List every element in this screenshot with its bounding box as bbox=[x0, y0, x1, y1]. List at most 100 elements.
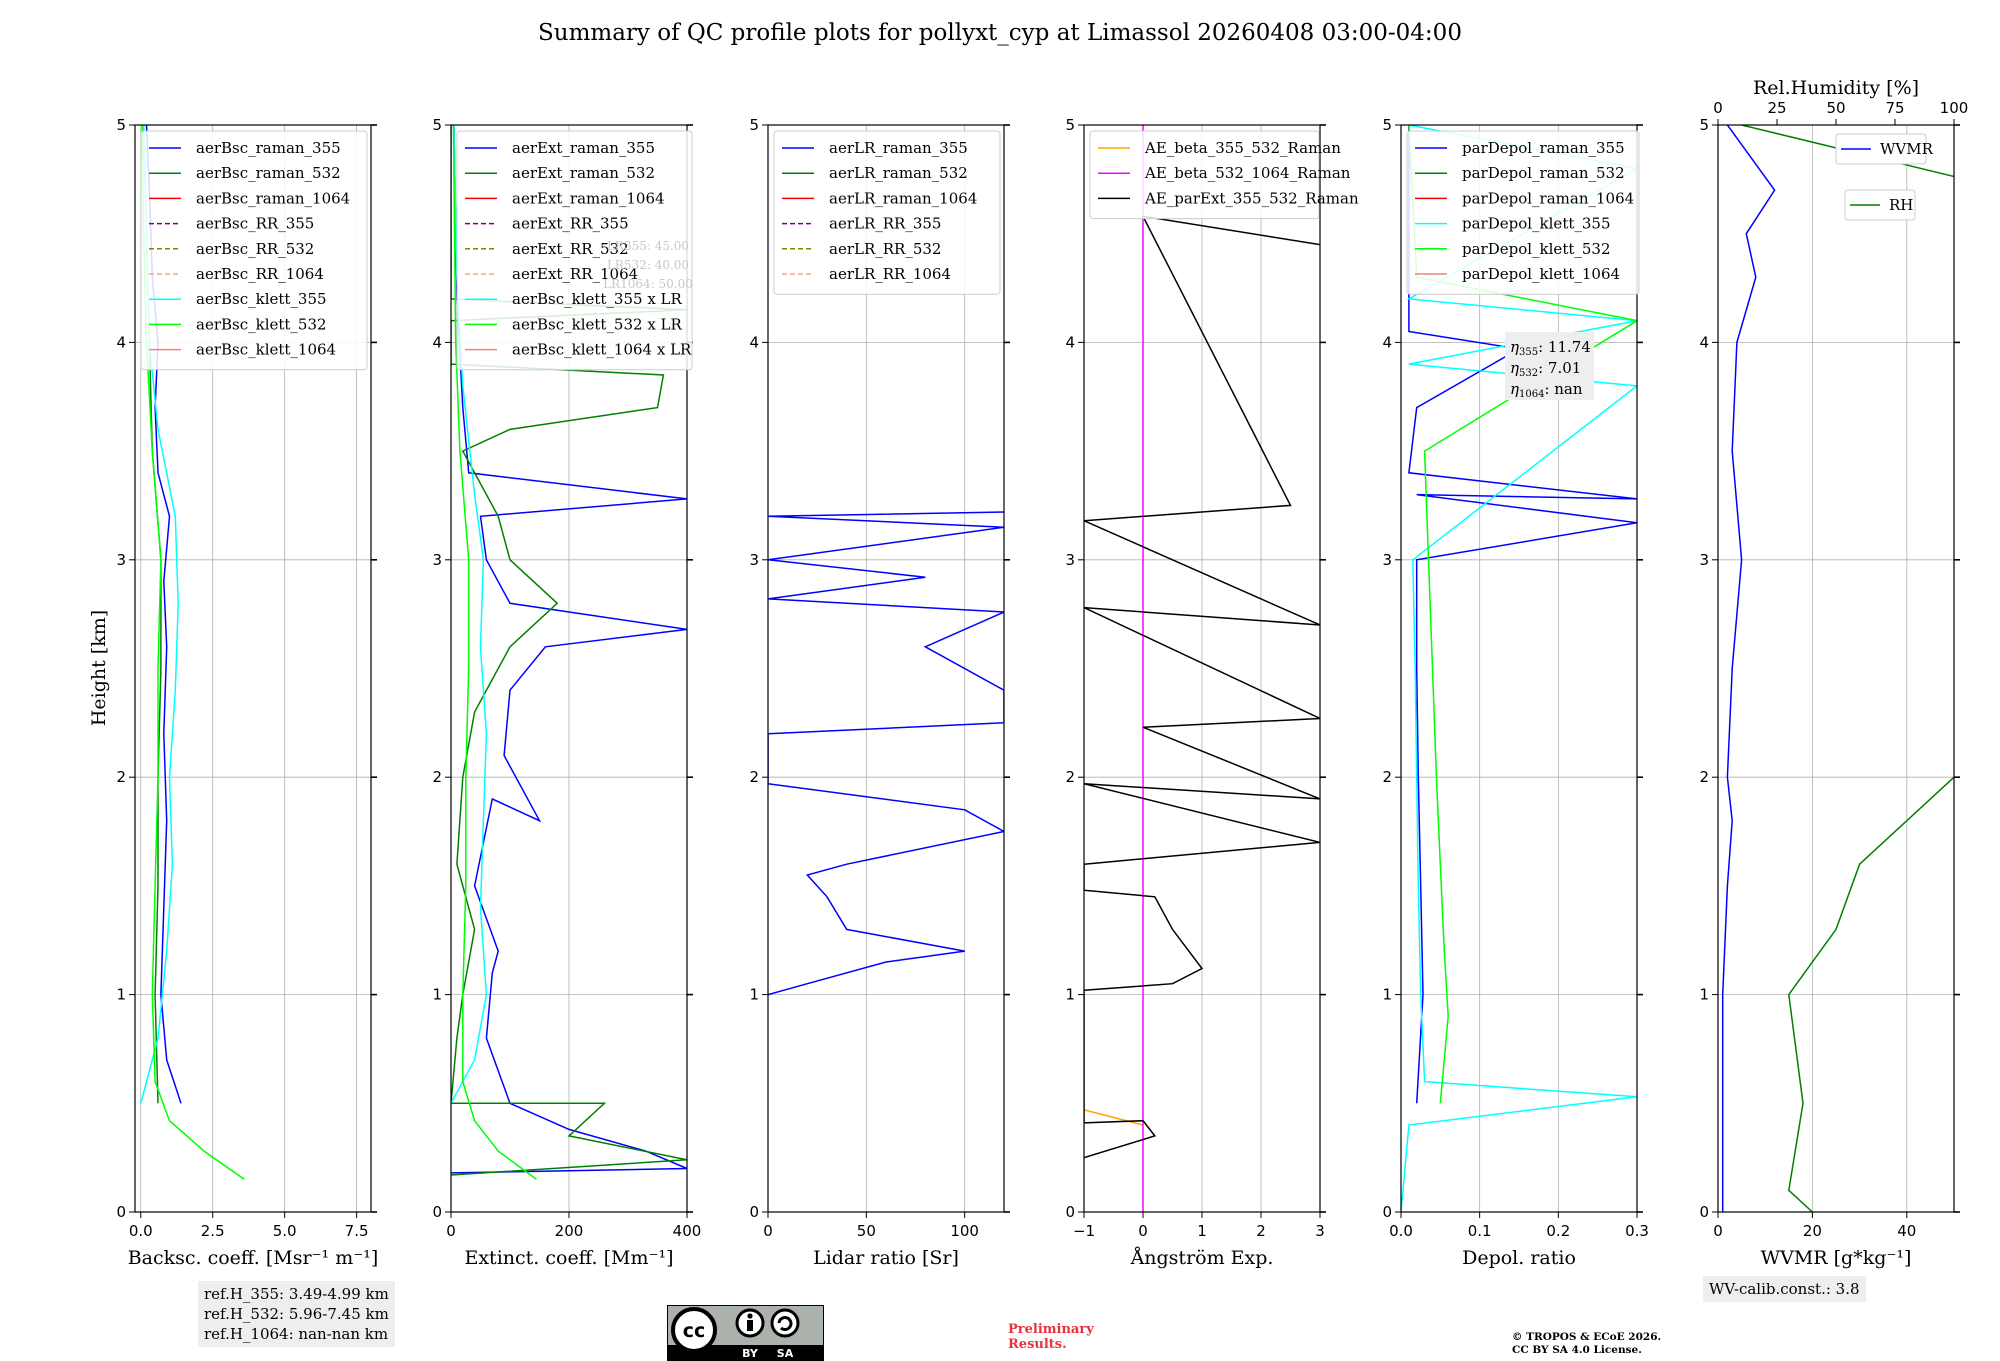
chart-panel-ext: 0 200 400 0 1 2 3 4 5 Extinct. coeff. [Mm⁻¹] aerEx… bbox=[432, 116, 701, 1269]
legend-box bbox=[1835, 133, 1927, 165]
eta-value-1064: : nan bbox=[1544, 380, 1582, 398]
preliminary-note: Preliminary Results. bbox=[1008, 1322, 1094, 1352]
x-axis-label: Backsc. coeff. [Msr⁻¹ m⁻¹] bbox=[128, 1247, 379, 1269]
eta-355: η355: 11.74 bbox=[1510, 338, 1591, 358]
y-tick-label: 3 bbox=[432, 551, 442, 569]
legend-label: aerBsc_klett_1064 bbox=[196, 341, 336, 359]
series-line-RH bbox=[1741, 125, 1954, 1212]
legend-label: parDepol_klett_532 bbox=[1462, 240, 1611, 258]
y-tick-label: 3 bbox=[1699, 551, 1709, 569]
legend-label: aerBsc_klett_1064 x LR bbox=[512, 341, 692, 359]
lr-overlay-text: LR1064: 50.00 bbox=[603, 277, 693, 291]
legend-box bbox=[456, 130, 693, 371]
eta-background bbox=[1505, 332, 1594, 400]
legend-label: aerExt_RR_355 bbox=[512, 215, 629, 233]
copyright-note: © TROPOS & ECoE 2026. CC BY SA 4.0 Licen… bbox=[1512, 1331, 1661, 1357]
y-tick-label: 4 bbox=[116, 333, 126, 351]
y-tick-label: 2 bbox=[116, 768, 126, 786]
series-line-AE_parExt_355_532_Raman bbox=[1084, 215, 1320, 1159]
y-tick-label: 0 bbox=[432, 1203, 442, 1221]
y-axis-label: Height [km] bbox=[88, 610, 110, 726]
series-line-parDepol_klett_355 bbox=[1401, 125, 1637, 1212]
x-axis-label: Ångström Exp. bbox=[1130, 1247, 1274, 1269]
series-line-AE_beta_355_532_Raman bbox=[1084, 1109, 1144, 1126]
x-tick-label: 0 bbox=[446, 1222, 456, 1240]
y-tick-label: 5 bbox=[1065, 116, 1075, 134]
x-tick-label: 0.3 bbox=[1625, 1222, 1649, 1240]
legend-label: parDepol_klett_1064 bbox=[1462, 265, 1620, 283]
x-tick-label: 0.0 bbox=[129, 1222, 153, 1240]
y-tick-label: 3 bbox=[1065, 551, 1075, 569]
series-line-aerExt_raman_532 bbox=[451, 125, 687, 1176]
x-tick-label: 1 bbox=[1197, 1222, 1207, 1240]
series-line-aerLR_raman_355 bbox=[768, 511, 1004, 996]
cc-sa-label: SA bbox=[777, 1347, 794, 1360]
x-tick-label: 2.5 bbox=[201, 1222, 225, 1240]
x-axis-label: Lidar ratio [Sr] bbox=[813, 1247, 959, 1269]
series-line-aerExt_raman_355 bbox=[451, 125, 687, 1174]
legend-label: aerBsc_raman_355 bbox=[196, 139, 341, 157]
page-title: Summary of QC profile plots for pollyxt_… bbox=[538, 20, 1462, 46]
chart-panel-lr: 0 50 100 0 1 2 3 4 5 Lidar ratio [Sr] aerLR_raman_… bbox=[749, 116, 1010, 1269]
plot-frame bbox=[1400, 124, 1638, 1213]
legend-label: aerBsc_klett_355 bbox=[196, 290, 327, 308]
reference-height-box: ref.H_355: 3.49-4.99 km ref.H_532: 5.96-… bbox=[198, 1281, 395, 1347]
legend-label: aerBsc_klett_532 bbox=[196, 315, 327, 333]
legend-label: AE_parExt_355_532_Raman bbox=[1144, 189, 1359, 207]
prelim-line-1: Preliminary bbox=[1008, 1322, 1094, 1337]
legend-label: AE_beta_355_532_Raman bbox=[1144, 139, 1341, 157]
legend-box bbox=[140, 130, 368, 371]
y-tick-label: 5 bbox=[1382, 116, 1392, 134]
series-line-parDepol_klett_532 bbox=[1408, 125, 1637, 1104]
legend-label: aerBsc_raman_532 bbox=[196, 164, 341, 182]
plot-frame bbox=[134, 124, 372, 1213]
legend: AE_beta_355_532_Raman AE_beta_532_1064_Ra… bbox=[1089, 130, 1359, 220]
series-line-aerBsc_klett_532 x LR bbox=[452, 125, 537, 1181]
y-tick-label: 1 bbox=[1699, 986, 1709, 1004]
legend-RH: RH bbox=[1844, 189, 1916, 221]
legend-label: aerExt_raman_532 bbox=[512, 164, 655, 182]
x-tick-label: 100 bbox=[950, 1222, 979, 1240]
x-tick-label: 20 bbox=[1803, 1222, 1822, 1240]
top-x-tick-label: 0 bbox=[1713, 99, 1723, 117]
legend-label: aerLR_raman_355 bbox=[829, 139, 968, 157]
lr-overlay-text: LR355: 45.00 bbox=[607, 239, 689, 253]
x-tick-label: 400 bbox=[673, 1222, 702, 1240]
y-tick-label: 2 bbox=[432, 768, 442, 786]
x-axis-label: Extinct. coeff. [Mm⁻¹] bbox=[464, 1247, 673, 1269]
y-tick-label: 0 bbox=[116, 1203, 126, 1221]
legend-label: AE_beta_532_1064_Raman bbox=[1144, 164, 1351, 182]
y-tick-label: 4 bbox=[432, 333, 442, 351]
x-tick-label: 50 bbox=[857, 1222, 876, 1240]
x-tick-label: 0 bbox=[1713, 1222, 1723, 1240]
top-x-tick-label: 50 bbox=[1826, 99, 1845, 117]
x-tick-label: 200 bbox=[555, 1222, 584, 1240]
legend-box bbox=[1089, 130, 1320, 220]
eta-value-532: : 7.01 bbox=[1538, 359, 1581, 377]
y-tick-label: 4 bbox=[1699, 333, 1709, 351]
eta-532: η532: 7.01 bbox=[1510, 359, 1581, 379]
series-group bbox=[768, 511, 1004, 996]
x-tick-label: 0 bbox=[763, 1222, 773, 1240]
y-tick-label: 4 bbox=[1382, 333, 1392, 351]
y-tick-label: 5 bbox=[1699, 116, 1709, 134]
series-line-WVMR bbox=[1721, 125, 1776, 1212]
legend-label: aerLR_RR_1064 bbox=[829, 265, 951, 283]
legend-label: aerExt_raman_1064 bbox=[512, 189, 665, 207]
lr-overlay-text: LR532: 40.00 bbox=[607, 258, 689, 272]
x-tick-label: 2 bbox=[1256, 1222, 1266, 1240]
legend: aerLR_raman_355 aerLR_raman_532 aerLR_rama… bbox=[773, 130, 1001, 295]
x-tick-label: 0.1 bbox=[1468, 1222, 1492, 1240]
y-tick-label: 1 bbox=[116, 986, 126, 1004]
legend-label: aerBsc_raman_1064 bbox=[196, 189, 350, 207]
wv-calib-text: WV-calib.const.: 3.8 bbox=[1709, 1280, 1860, 1298]
legend-label: aerBsc_RR_355 bbox=[196, 215, 314, 233]
x-tick-label: 3 bbox=[1315, 1222, 1325, 1240]
legend-label: aerBsc_klett_532 x LR bbox=[512, 315, 683, 333]
legend-label: aerExt_RR_1064 bbox=[512, 265, 638, 283]
ref-height-532: ref.H_532: 5.96-7.45 km bbox=[204, 1305, 389, 1323]
series-group bbox=[1721, 125, 1954, 1212]
